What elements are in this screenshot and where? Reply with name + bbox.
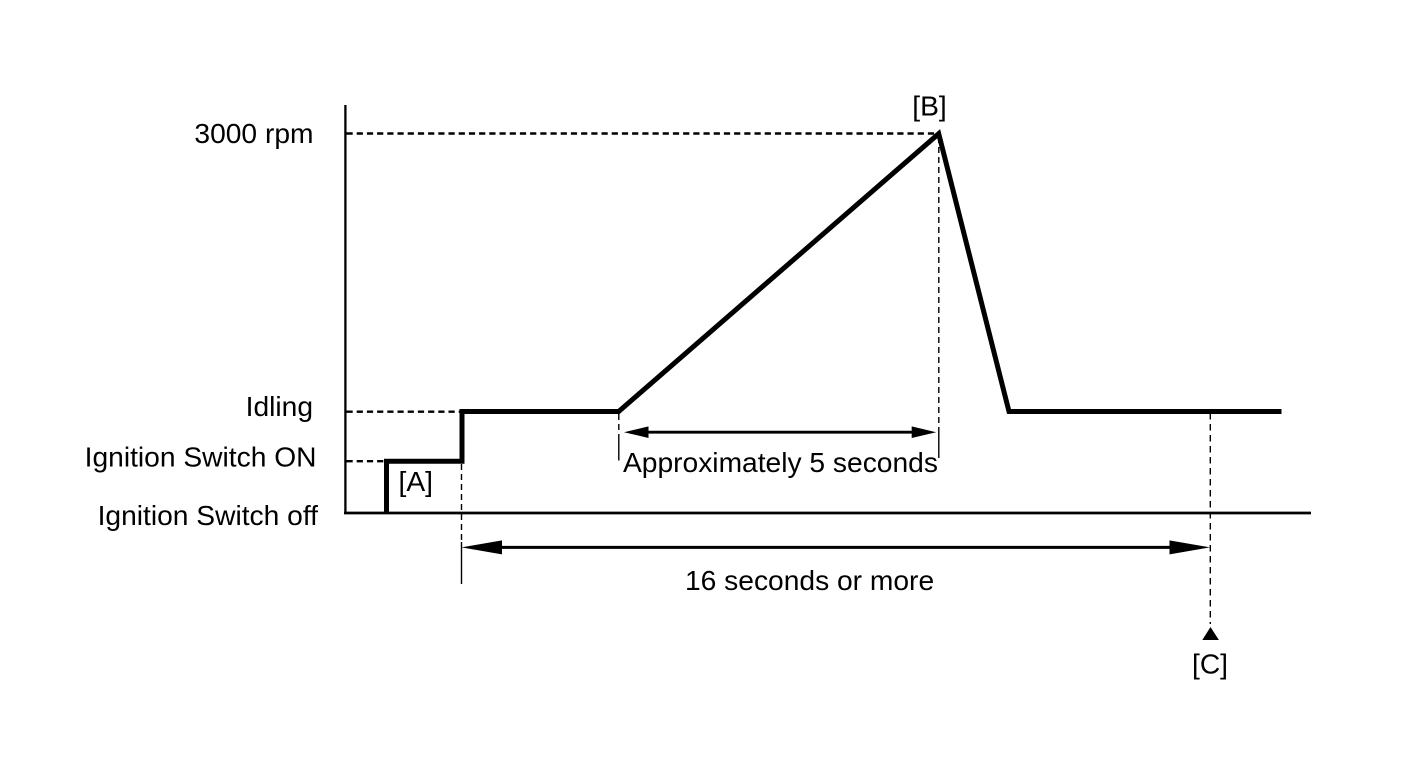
svg-text:16 seconds or more: 16 seconds or more [685,564,934,596]
svg-text:Ignition Switch off: Ignition Switch off [98,499,319,531]
svg-text:[B]: [B] [912,90,946,122]
svg-text:3000 rpm: 3000 rpm [194,117,313,149]
svg-text:[A]: [A] [399,465,433,497]
svg-text:Idling: Idling [246,390,313,422]
svg-text:[C]: [C] [1192,648,1228,680]
svg-text:Approximately 5 seconds: Approximately 5 seconds [623,446,938,478]
svg-text:Ignition Switch ON: Ignition Switch ON [85,441,317,473]
